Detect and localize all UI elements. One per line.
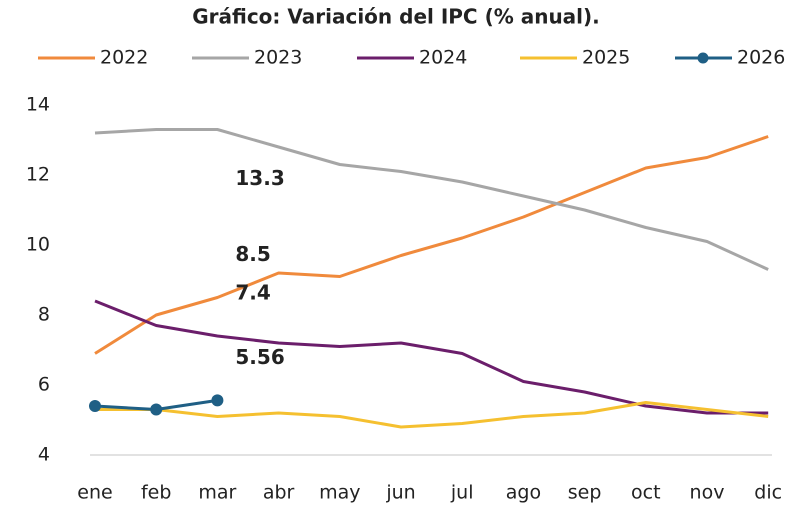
point-marker	[211, 394, 224, 407]
value-label: 13.3	[235, 166, 284, 190]
point-marker	[150, 403, 163, 416]
value-label: 5.56	[235, 345, 284, 369]
x-tick-label: feb	[141, 482, 171, 504]
series-line	[94, 128, 769, 271]
legend-label: 2022	[100, 47, 148, 69]
chart-title: Gráfico: Variación del IPC (% anual).	[192, 5, 600, 29]
series-line	[94, 135, 769, 355]
legend-label: 2024	[419, 47, 467, 69]
x-tick-label: jun	[385, 482, 415, 504]
x-tick-label: nov	[690, 482, 725, 504]
legend-label: 2025	[582, 47, 630, 69]
y-tick-label: 10	[26, 234, 50, 256]
value-label: 7.4	[235, 281, 270, 305]
x-tick-label: abr	[263, 482, 295, 504]
x-tick-label: sep	[568, 482, 602, 504]
x-tick-label: jul	[450, 482, 474, 504]
y-tick-label: 14	[26, 94, 50, 116]
y-tick-label: 6	[38, 374, 50, 396]
legend-label: 2026	[737, 47, 785, 69]
value-label: 8.5	[235, 242, 270, 266]
x-tick-label: ago	[506, 482, 541, 504]
x-tick-label: mar	[198, 482, 236, 504]
y-tick-label: 12	[26, 164, 50, 186]
y-tick-label: 8	[38, 304, 50, 326]
series-line	[95, 401, 769, 429]
x-tick-label: oct	[631, 482, 661, 504]
series-line	[94, 299, 769, 415]
legend-label: 2023	[254, 47, 302, 69]
x-tick-label: dic	[754, 482, 782, 504]
point-marker	[89, 400, 101, 412]
x-tick-label: may	[319, 482, 360, 504]
legend-marker	[697, 52, 709, 64]
x-tick-label: ene	[77, 482, 112, 504]
y-tick-label: 4	[38, 444, 50, 466]
